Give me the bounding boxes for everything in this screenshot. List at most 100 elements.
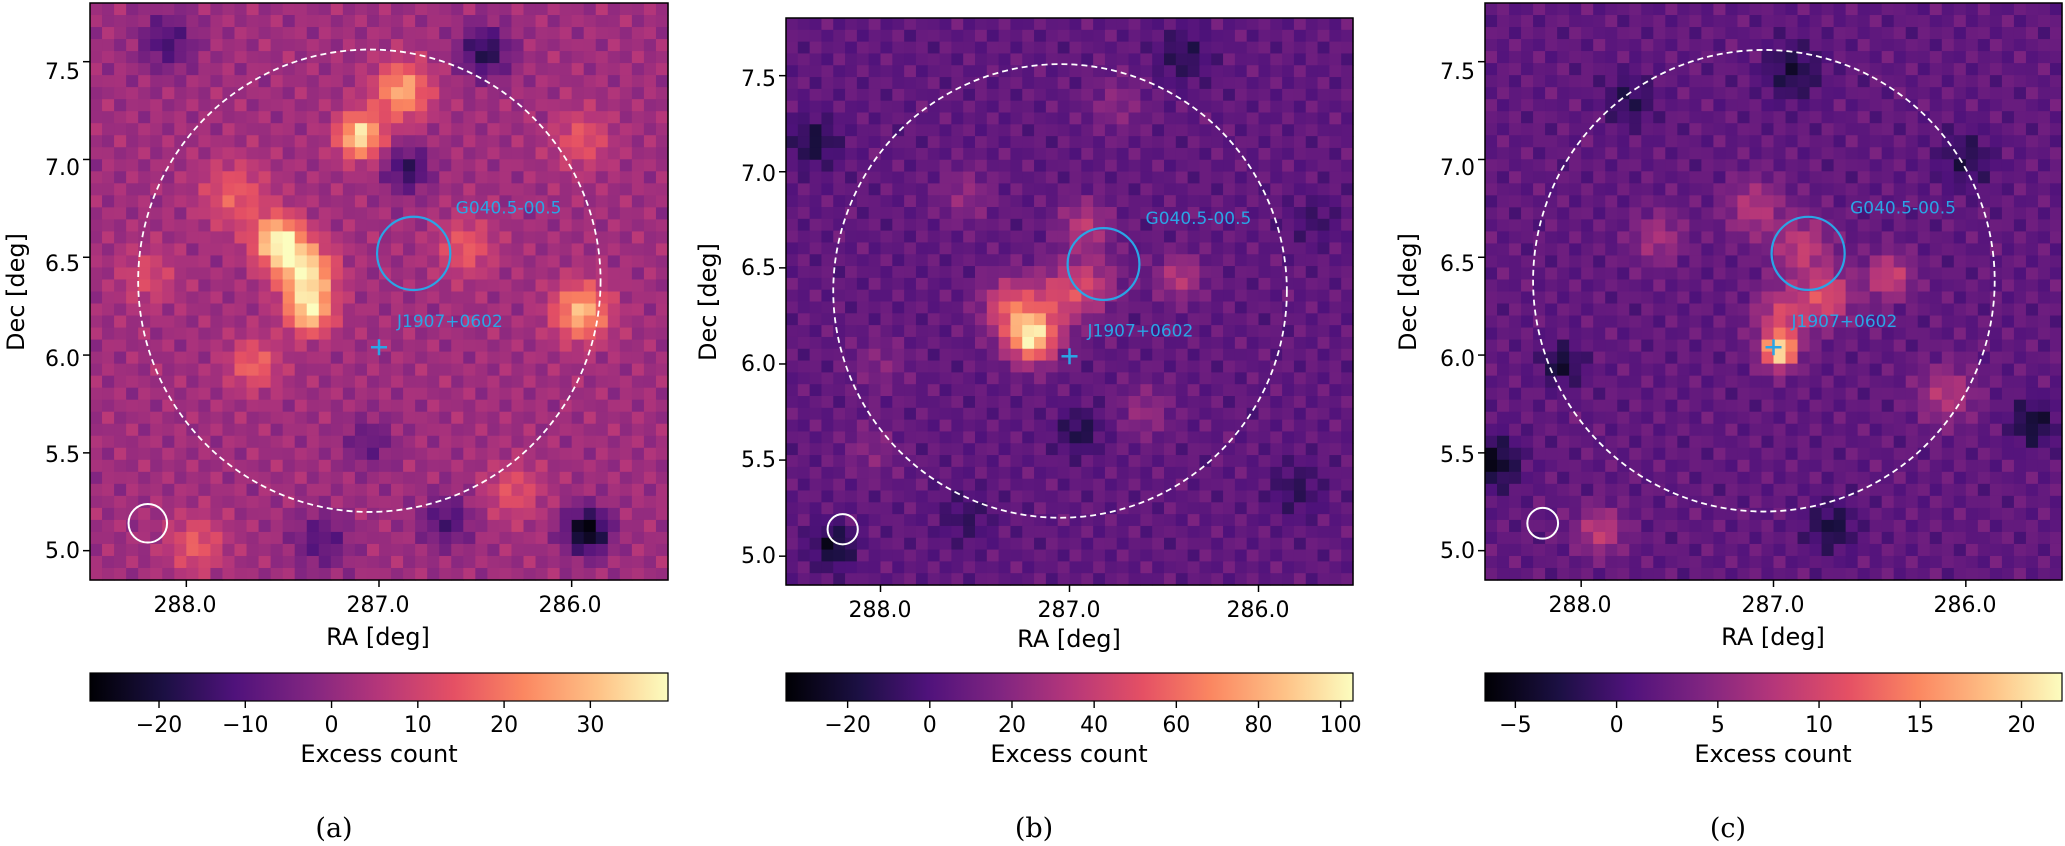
heatmap-cell bbox=[535, 519, 549, 533]
heatmap-cell bbox=[868, 100, 882, 114]
heatmap-cell bbox=[975, 88, 988, 102]
heatmap-cell bbox=[1833, 3, 1847, 16]
heatmap-cell bbox=[880, 183, 893, 196]
heatmap-cell bbox=[1293, 136, 1307, 149]
heatmap-cell bbox=[643, 243, 657, 257]
heatmap-cell bbox=[1953, 63, 1967, 76]
heatmap-cell bbox=[595, 495, 609, 509]
heatmap-cell bbox=[845, 53, 858, 66]
heatmap-cell bbox=[583, 51, 597, 64]
heatmap-cell bbox=[631, 243, 645, 257]
heatmap-cell bbox=[294, 519, 308, 533]
heatmap-cell bbox=[1258, 325, 1271, 338]
heatmap-cell bbox=[306, 15, 320, 28]
heatmap-cell bbox=[379, 471, 392, 485]
heatmap-cell bbox=[595, 123, 609, 136]
heatmap-cell bbox=[1305, 336, 1319, 350]
heatmap-cell bbox=[306, 303, 320, 317]
heatmap-cell bbox=[631, 87, 645, 100]
heatmap-cell bbox=[856, 65, 870, 78]
heatmap-cell bbox=[986, 100, 1000, 114]
heatmap-cell bbox=[162, 3, 175, 16]
heatmap-cell bbox=[1821, 51, 1835, 64]
heatmap-cell bbox=[210, 363, 224, 377]
heatmap-cell bbox=[330, 39, 344, 52]
heatmap-cell bbox=[868, 41, 882, 55]
heatmap-cell bbox=[2001, 3, 2015, 16]
heatmap-cell bbox=[379, 207, 392, 220]
heatmap-cell bbox=[487, 99, 501, 112]
heatmap-cell bbox=[939, 455, 952, 468]
heatmap-cell bbox=[246, 435, 260, 449]
heatmap-cell bbox=[1317, 478, 1330, 492]
heatmap-cell bbox=[856, 466, 870, 480]
heatmap-cell bbox=[102, 195, 115, 208]
heatmap-cell bbox=[583, 3, 597, 16]
heatmap-cell bbox=[1305, 384, 1319, 397]
heatmap-cell bbox=[607, 279, 621, 293]
heatmap-cell bbox=[1211, 266, 1224, 279]
heatmap-cell bbox=[986, 336, 1000, 350]
heatmap-cell bbox=[963, 313, 976, 326]
heatmap-cell bbox=[318, 231, 332, 245]
heatmap-cell bbox=[1187, 77, 1201, 90]
heatmap-cell bbox=[511, 219, 525, 232]
heatmap-cell bbox=[415, 495, 428, 509]
heatmap-cell bbox=[198, 531, 212, 545]
heatmap-cell bbox=[963, 384, 976, 397]
heatmap-cell bbox=[786, 537, 799, 551]
heatmap-cell bbox=[1305, 360, 1319, 373]
heatmap-cell bbox=[1140, 514, 1153, 527]
heatmap-cell bbox=[1069, 266, 1082, 279]
heatmap-cell bbox=[797, 336, 811, 350]
heatmap-cell bbox=[868, 277, 882, 291]
heatmap-cell bbox=[915, 525, 929, 539]
heatmap-cell bbox=[451, 315, 464, 329]
heatmap-cell bbox=[1317, 289, 1330, 303]
heatmap-cell bbox=[222, 531, 236, 545]
heatmap-cell bbox=[998, 549, 1012, 562]
heatmap-cell bbox=[951, 195, 964, 208]
heatmap-cell bbox=[939, 41, 952, 55]
heatmap-cell bbox=[1081, 549, 1094, 562]
heatmap-cell bbox=[856, 514, 870, 527]
heatmap-cell bbox=[282, 3, 296, 16]
heatmap-cell bbox=[354, 567, 368, 581]
heatmap-cell bbox=[511, 39, 525, 52]
heatmap-cell bbox=[1045, 384, 1059, 397]
heatmap-cell bbox=[294, 531, 308, 545]
heatmap-cell bbox=[856, 431, 870, 444]
heatmap-cell bbox=[1270, 112, 1283, 125]
heatmap-cell bbox=[1629, 3, 1642, 16]
heatmap-cell bbox=[655, 123, 669, 136]
heatmap-cell bbox=[809, 171, 823, 184]
heatmap-cell bbox=[1317, 88, 1330, 102]
heatmap-cell bbox=[1234, 455, 1248, 468]
heatmap-cell bbox=[1069, 124, 1082, 137]
heatmap-cell bbox=[499, 303, 513, 317]
heatmap-cell bbox=[1282, 88, 1295, 102]
heatmap-cell bbox=[511, 519, 525, 533]
heatmap-cell bbox=[1116, 431, 1130, 444]
heatmap-cell bbox=[198, 99, 212, 112]
heatmap-cell bbox=[1211, 348, 1224, 362]
heatmap-cell bbox=[2037, 63, 2051, 76]
heatmap-cell bbox=[439, 375, 452, 389]
heatmap-cell bbox=[1785, 27, 1799, 40]
heatmap-cell bbox=[1116, 478, 1130, 492]
heatmap-cell bbox=[655, 327, 669, 341]
heatmap-cell bbox=[1057, 384, 1071, 397]
heatmap-cell bbox=[1317, 372, 1330, 385]
heatmap-cell bbox=[1689, 3, 1702, 16]
heatmap-cell bbox=[939, 159, 952, 173]
heatmap-cell bbox=[1175, 313, 1189, 326]
heatmap-cell bbox=[1677, 27, 1690, 40]
heatmap-cell bbox=[1081, 159, 1094, 173]
heatmap-cell bbox=[318, 183, 332, 196]
heatmap-cell bbox=[1282, 525, 1295, 539]
heatmap-cell bbox=[1057, 490, 1071, 503]
heatmap-cell bbox=[427, 195, 440, 208]
heatmap-cell bbox=[114, 195, 127, 208]
heatmap-cell bbox=[1581, 27, 1594, 40]
heatmap-cell bbox=[998, 573, 1012, 586]
